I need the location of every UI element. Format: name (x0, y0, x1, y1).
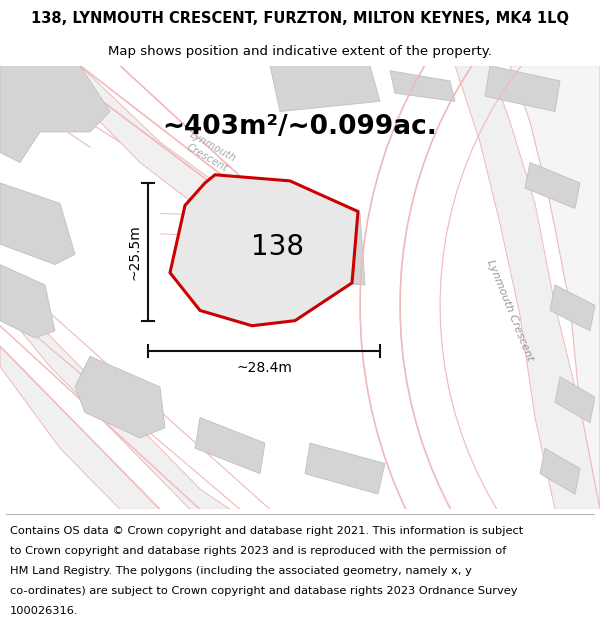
Polygon shape (0, 66, 110, 162)
Text: ~25.5m: ~25.5m (127, 224, 141, 279)
Polygon shape (455, 66, 600, 509)
Polygon shape (50, 66, 260, 224)
Text: Map shows position and indicative extent of the property.: Map shows position and indicative extent… (108, 45, 492, 58)
Polygon shape (0, 264, 55, 338)
Polygon shape (270, 66, 380, 111)
Polygon shape (0, 183, 75, 264)
Polygon shape (550, 285, 595, 331)
Text: to Crown copyright and database rights 2023 and is reproduced with the permissio: to Crown copyright and database rights 2… (10, 546, 506, 556)
Text: ~28.4m: ~28.4m (236, 361, 292, 374)
Polygon shape (305, 443, 385, 494)
Polygon shape (75, 356, 165, 438)
Text: Lynmouth
Crescent: Lynmouth Crescent (182, 129, 238, 175)
Polygon shape (525, 162, 580, 209)
Text: co-ordinates) are subject to Crown copyright and database rights 2023 Ordnance S: co-ordinates) are subject to Crown copyr… (10, 586, 518, 596)
Text: 138, LYNMOUTH CRESCENT, FURZTON, MILTON KEYNES, MK4 1LQ: 138, LYNMOUTH CRESCENT, FURZTON, MILTON … (31, 11, 569, 26)
Text: 138: 138 (251, 232, 304, 261)
Text: Contains OS data © Crown copyright and database right 2021. This information is : Contains OS data © Crown copyright and d… (10, 526, 523, 536)
Polygon shape (270, 209, 365, 285)
Polygon shape (0, 285, 230, 509)
Polygon shape (195, 418, 265, 474)
Text: HM Land Registry. The polygons (including the associated geometry, namely x, y: HM Land Registry. The polygons (includin… (10, 566, 472, 576)
Polygon shape (555, 377, 595, 423)
Polygon shape (0, 346, 160, 509)
Text: 100026316.: 100026316. (10, 606, 79, 616)
Polygon shape (390, 71, 455, 101)
Polygon shape (510, 66, 600, 509)
Polygon shape (540, 448, 580, 494)
Text: Lynmouth Crescent: Lynmouth Crescent (485, 258, 535, 362)
Polygon shape (485, 66, 560, 111)
Polygon shape (170, 175, 358, 326)
Text: ~403m²/~0.099ac.: ~403m²/~0.099ac. (163, 114, 437, 140)
